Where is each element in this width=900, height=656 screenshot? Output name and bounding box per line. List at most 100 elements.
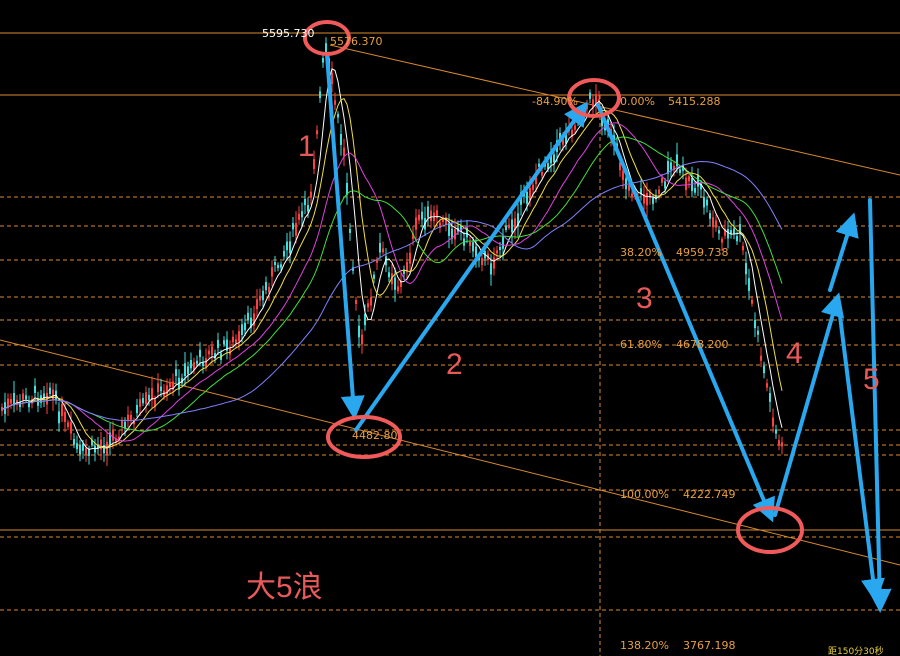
candle	[247, 312, 249, 321]
candle	[601, 116, 603, 127]
candle	[778, 440, 780, 446]
candle	[442, 217, 444, 222]
candle	[646, 193, 648, 206]
candle	[223, 340, 225, 345]
candle	[376, 259, 378, 263]
candle	[688, 176, 690, 182]
candle	[157, 383, 159, 393]
candle	[772, 417, 774, 427]
candle	[388, 272, 390, 278]
candle	[667, 160, 669, 174]
candle	[622, 170, 624, 180]
candle	[133, 420, 135, 425]
candle	[400, 280, 402, 287]
candle	[529, 187, 531, 201]
candle	[454, 229, 456, 240]
candle	[10, 399, 12, 404]
candle	[88, 449, 90, 457]
candle	[346, 182, 348, 195]
candle	[553, 154, 555, 163]
candle	[499, 247, 501, 251]
candle	[148, 394, 150, 401]
candle	[466, 227, 468, 238]
candle	[193, 362, 195, 371]
candle	[769, 393, 771, 402]
wave-label: 5	[863, 363, 880, 396]
candle	[214, 353, 216, 359]
candle	[127, 414, 129, 421]
candle	[325, 43, 327, 54]
candle	[565, 132, 567, 144]
candle	[121, 420, 123, 427]
candle	[619, 162, 621, 171]
candle	[238, 331, 240, 342]
candle	[571, 129, 573, 137]
candle	[97, 444, 99, 449]
candle	[547, 163, 549, 170]
candle	[703, 197, 705, 208]
candle	[58, 411, 60, 424]
candle	[589, 92, 591, 99]
candle	[391, 273, 393, 285]
candle	[241, 324, 243, 335]
candle	[256, 299, 258, 310]
candle	[742, 245, 744, 251]
candle	[358, 325, 360, 338]
candle	[373, 274, 375, 279]
candle	[736, 236, 738, 242]
candle	[715, 220, 717, 228]
candle	[262, 290, 264, 301]
candle	[751, 299, 753, 304]
candle	[154, 399, 156, 407]
candle	[430, 210, 432, 222]
candle	[562, 139, 564, 145]
candle	[349, 229, 351, 233]
candle	[709, 213, 711, 219]
moving-average	[1, 122, 783, 442]
candle	[727, 228, 729, 239]
candle	[322, 57, 324, 63]
candle	[757, 330, 759, 335]
candle	[286, 241, 288, 251]
candle	[211, 346, 213, 356]
candle	[118, 436, 120, 442]
candle	[691, 178, 693, 191]
fib-price: 5415.288	[668, 95, 721, 108]
candle	[274, 261, 276, 266]
candle	[673, 166, 675, 171]
candle	[172, 381, 174, 390]
countdown: 距150分30秒	[828, 645, 884, 656]
candle	[679, 169, 681, 173]
candle	[277, 264, 279, 269]
candle	[340, 134, 342, 145]
candle	[73, 439, 75, 445]
candle	[538, 163, 540, 167]
candle	[664, 181, 666, 189]
candle	[343, 147, 345, 157]
candle	[712, 217, 714, 228]
candle	[187, 366, 189, 375]
candle	[310, 191, 312, 198]
candle	[100, 439, 102, 450]
candle	[490, 263, 492, 275]
candle	[130, 414, 132, 420]
candle	[115, 438, 117, 442]
candle	[526, 191, 528, 204]
candle	[451, 228, 453, 239]
highlight-rings	[303, 20, 804, 554]
candle	[445, 217, 447, 225]
candle	[232, 336, 234, 343]
candle	[67, 422, 69, 428]
candle	[754, 319, 756, 329]
candle	[295, 222, 297, 236]
candle	[199, 349, 201, 358]
candle	[208, 350, 210, 355]
moving-average	[1, 136, 783, 432]
candle	[331, 72, 333, 85]
candle	[52, 389, 54, 400]
candle	[82, 443, 84, 451]
moving-average	[1, 97, 783, 449]
candle	[91, 439, 93, 445]
candle	[685, 177, 687, 190]
